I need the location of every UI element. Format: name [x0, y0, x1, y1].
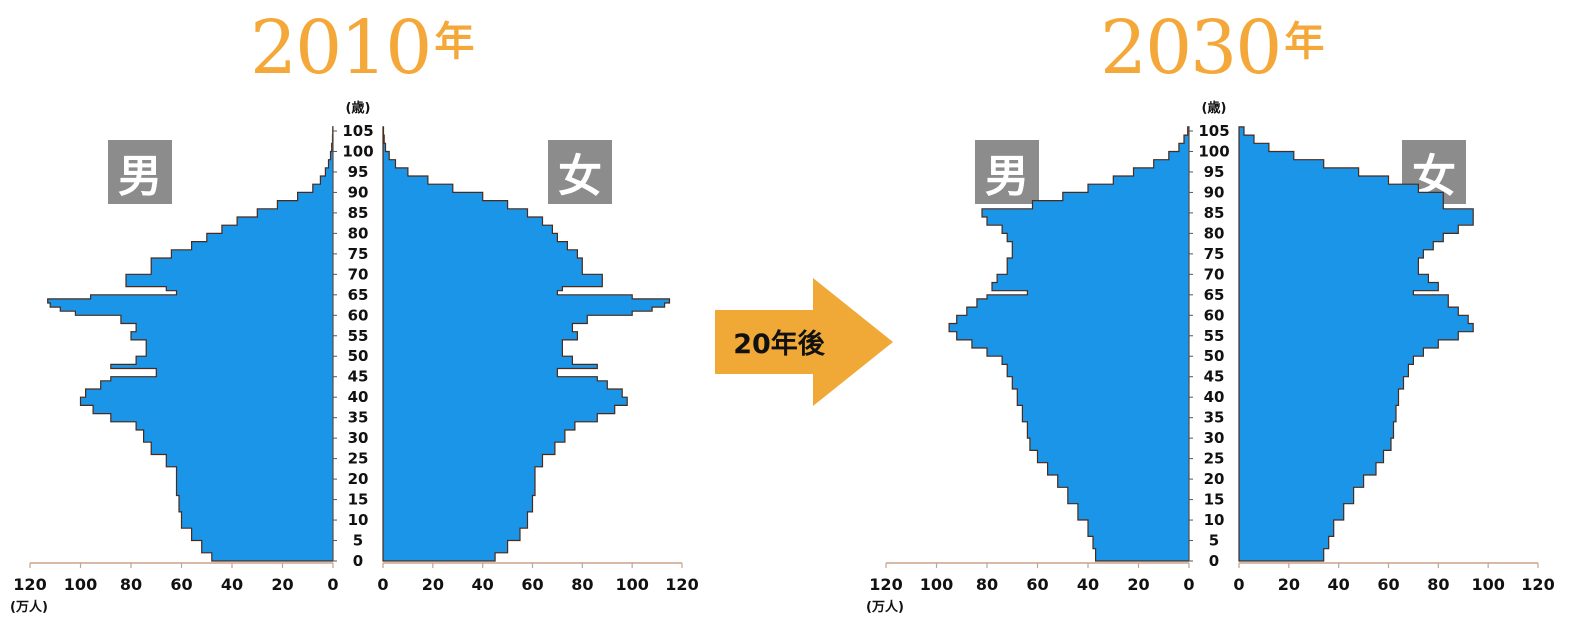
age-tick-label: 90	[348, 183, 369, 201]
x-tick-label: 0	[1233, 575, 1244, 594]
age-tick-label: 105	[342, 122, 373, 140]
x-tick-label: 40	[1077, 575, 1099, 594]
age-tick-label: 20	[1204, 470, 1225, 488]
series-area-男-2030年	[948, 126, 1190, 562]
age-tick-label: 100	[342, 142, 373, 160]
age-tick-label: 65	[348, 286, 369, 304]
x-tick-label: 20	[1127, 575, 1149, 594]
age-tick-label: 80	[1204, 224, 1225, 242]
series-area-女-2010年	[382, 126, 671, 562]
x-tick-label: 100	[920, 575, 953, 594]
chart-title-2030: 2030 年	[1100, 5, 1325, 91]
age-tick-label: 95	[1204, 163, 1225, 181]
x-tick-label: 60	[1026, 575, 1048, 594]
age-tick-label: 5	[1209, 532, 1219, 550]
x-tick-label: 100	[615, 575, 648, 594]
age-tick-label: 40	[348, 388, 369, 406]
male-badge-2010: 男	[108, 140, 172, 204]
age-tick-label: 50	[1204, 347, 1225, 365]
age-tick-label: 10	[348, 511, 369, 529]
age-tick-label: 5	[353, 532, 363, 550]
age-tick-label: 15	[348, 491, 369, 509]
x-tick-label: 80	[120, 575, 142, 594]
age-tick-label: 45	[348, 368, 369, 386]
age-tick-label: 55	[1204, 327, 1225, 345]
age-tick-label: 80	[348, 224, 369, 242]
age-tick-label: 25	[1204, 450, 1225, 468]
age-tick-label: 60	[1204, 306, 1225, 324]
age-tick-label: 0	[1209, 552, 1219, 570]
age-tick-label: 70	[1204, 265, 1225, 283]
x-tick-label: 60	[1377, 575, 1399, 594]
x-tick-label: 120	[1521, 575, 1554, 594]
age-tick-label: 15	[1204, 491, 1225, 509]
age-tick-label: 40	[1204, 388, 1225, 406]
x-tick-label: 20	[271, 575, 293, 594]
value-axis-unit: (万人)	[866, 599, 904, 615]
age-tick-label: 75	[348, 245, 369, 263]
x-tick-label: 0	[1183, 575, 1194, 594]
x-tick-label: 60	[521, 575, 543, 594]
x-tick-label: 80	[976, 575, 998, 594]
age-tick-label: 35	[1204, 409, 1225, 427]
age-tick-label: 95	[348, 163, 369, 181]
x-tick-label: 0	[377, 575, 388, 594]
female-badge-2010: 女	[548, 140, 612, 204]
age-axis-unit: (歳)	[1202, 100, 1227, 116]
age-tick-label: 25	[348, 450, 369, 468]
age-tick-label: 75	[1204, 245, 1225, 263]
age-tick-label: 30	[1204, 429, 1225, 447]
age-tick-label: 45	[1204, 368, 1225, 386]
age-tick-label: 30	[348, 429, 369, 447]
x-tick-label: 120	[13, 575, 46, 594]
age-tick-label: 85	[1204, 204, 1225, 222]
pyramid-2010年: 120 100 80 60 40 20 0 1201008060402000510152025…	[10, 100, 699, 615]
x-tick-label: 60	[170, 575, 192, 594]
age-tick-label: 10	[1204, 511, 1225, 529]
age-tick-label: 105	[1198, 122, 1229, 140]
series-area-男-2010年	[47, 126, 334, 562]
value-axis-unit: (万人)	[10, 599, 48, 615]
pyramid-2030年: 120 100 80 60 40 20 0 1201008060402000510152025…	[866, 100, 1555, 615]
x-tick-label: 40	[1328, 575, 1350, 594]
x-tick-label: 120	[869, 575, 902, 594]
age-tick-label: 55	[348, 327, 369, 345]
x-tick-label: 40	[221, 575, 243, 594]
age-tick-label: 100	[1198, 142, 1229, 160]
x-tick-label: 100	[1471, 575, 1504, 594]
age-tick-label: 20	[348, 470, 369, 488]
age-tick-label: 65	[1204, 286, 1225, 304]
x-tick-label: 20	[1278, 575, 1300, 594]
age-axis-unit: (歳)	[346, 100, 371, 116]
x-tick-label: 80	[571, 575, 593, 594]
arrow-label: 20年後	[733, 329, 825, 360]
x-tick-label: 40	[472, 575, 494, 594]
x-tick-label: 80	[1427, 575, 1449, 594]
age-tick-label: 60	[348, 306, 369, 324]
x-tick-label: 120	[665, 575, 698, 594]
series-area-女-2030年	[1238, 126, 1474, 562]
male-badge-2030: 男	[975, 140, 1039, 204]
age-tick-label: 50	[348, 347, 369, 365]
age-tick-label: 35	[348, 409, 369, 427]
x-tick-label: 100	[64, 575, 97, 594]
x-tick-label: 20	[422, 575, 444, 594]
chart-title-2010: 2010 年	[250, 5, 475, 91]
age-tick-label: 90	[1204, 183, 1225, 201]
age-tick-label: 85	[348, 204, 369, 222]
twenty-years-later-arrow: 20年後	[715, 278, 895, 406]
arrow-right-icon	[715, 278, 893, 406]
x-tick-label: 0	[327, 575, 338, 594]
age-tick-label: 70	[348, 265, 369, 283]
age-tick-label: 0	[353, 552, 363, 570]
